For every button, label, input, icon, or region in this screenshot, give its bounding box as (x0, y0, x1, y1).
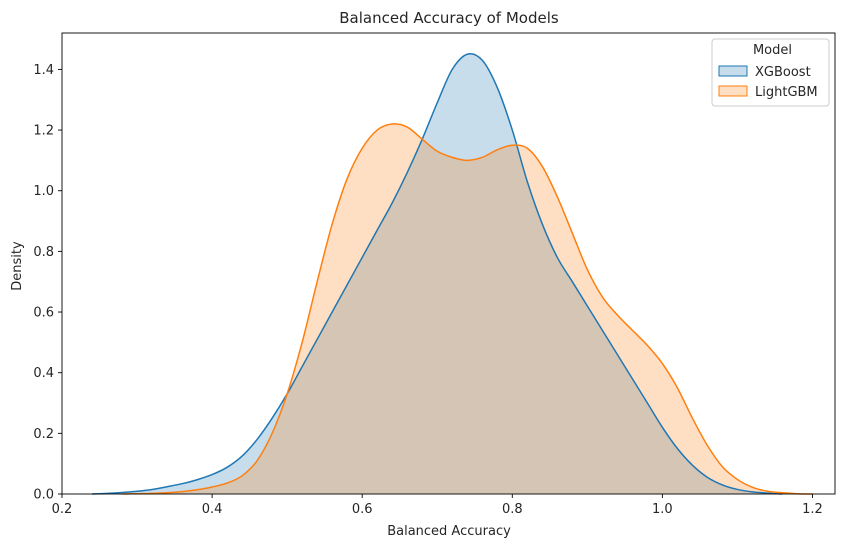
legend-label-lightgbm: LightGBM (755, 85, 818, 100)
x-tick-label: 0.6 (352, 502, 373, 517)
chart-title: Balanced Accuracy of Models (339, 9, 559, 27)
x-tick-label: 0.4 (202, 502, 223, 517)
y-tick-label: 0.8 (33, 245, 54, 260)
x-tick-label: 0.2 (52, 502, 73, 517)
legend-swatch-lightgbm (718, 85, 748, 97)
y-axis: 0.0 0.2 0.4 0.6 0.8 1.0 1.2 1.4 (33, 63, 62, 503)
y-tick-label: 1.0 (33, 184, 54, 199)
legend-box (711, 38, 830, 107)
y-tick-label: 0.6 (33, 306, 54, 321)
series-line-xgboost (91, 53, 783, 495)
series-area-xgboost (92, 53, 783, 495)
legend-label-xgboost: XGBoost (755, 65, 811, 80)
series-line-lightgbm (122, 123, 813, 495)
series-area-lightgbm (122, 123, 813, 494)
plot-frame (61, 32, 836, 495)
legend-title: Model (753, 43, 792, 58)
y-tick-label: 1.2 (33, 124, 54, 139)
legend: Model XGBoost LightGBM (711, 38, 830, 107)
x-tick-label: 1.0 (652, 502, 673, 517)
x-axis-label: Balanced Accuracy (387, 524, 511, 539)
plot-area (61, 32, 836, 495)
y-tick-label: 0.4 (33, 366, 54, 381)
y-axis-label: Density (10, 241, 25, 291)
x-axis: 0.2 0.4 0.6 0.8 1.0 1.2 (52, 494, 823, 517)
legend-swatch-xgboost (718, 65, 748, 77)
y-tick-label: 0.0 (33, 488, 54, 503)
y-tick-label: 1.4 (33, 63, 54, 78)
x-tick-label: 1.2 (802, 502, 823, 517)
x-tick-label: 0.8 (502, 502, 523, 517)
y-tick-label: 0.2 (33, 427, 54, 442)
